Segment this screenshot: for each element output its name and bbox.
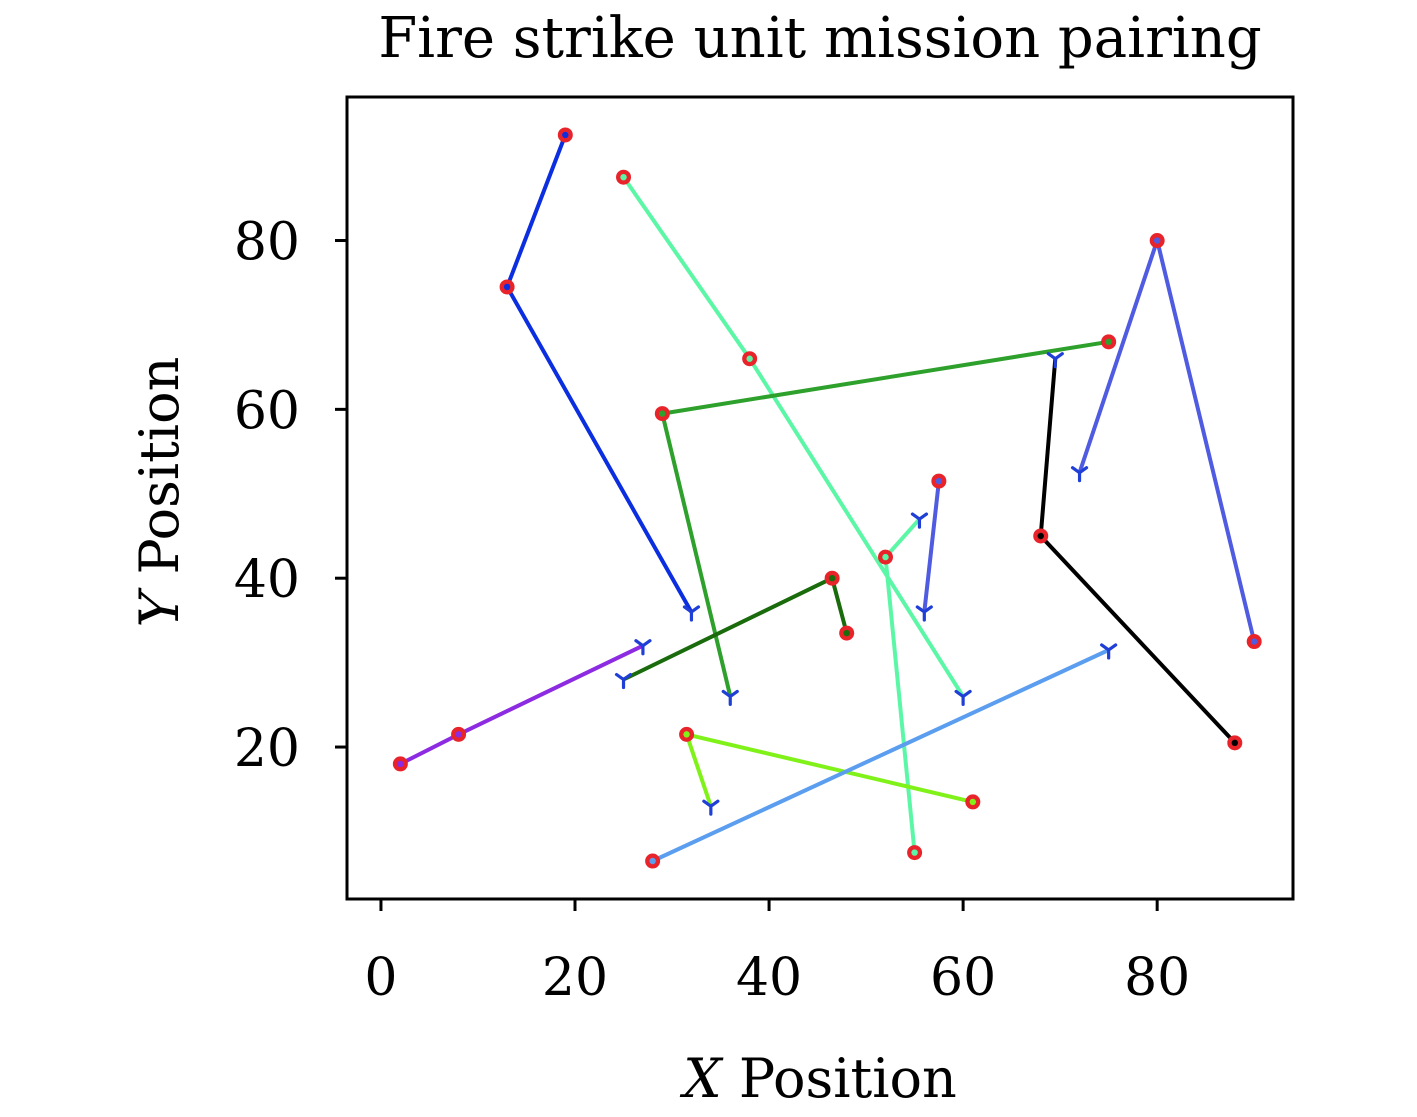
target-marker-core-1-2 xyxy=(562,131,569,139)
route-line-8 xyxy=(622,576,849,682)
route-line-1 xyxy=(505,134,694,613)
x-axis-label: X Position xyxy=(679,1047,957,1110)
y-axis-label-text: Position xyxy=(128,357,191,592)
route-line-3 xyxy=(883,517,921,853)
route-line-10 xyxy=(684,732,974,807)
plot-frame xyxy=(345,95,1295,901)
target-marker-core-3-1 xyxy=(882,553,889,561)
target-marker-core-8-2 xyxy=(843,629,850,637)
target-marker-core-11-1 xyxy=(649,857,656,865)
route-line-7 xyxy=(1038,358,1237,745)
unit-marker-4 xyxy=(721,689,739,706)
target-marker-core-1-1 xyxy=(503,283,511,291)
unit-marker-2 xyxy=(954,689,972,706)
target-marker-core-7-2 xyxy=(1231,739,1238,747)
target-marker-core-4-2 xyxy=(1105,338,1112,346)
x-tick-label-60: 60 xyxy=(930,948,996,1008)
route-line-11 xyxy=(651,648,1110,863)
y-axis-ticks: 20 40 60 80 xyxy=(234,213,347,779)
target-marker-core-3-2 xyxy=(911,849,918,856)
chart-title: Fire strike unit mission pairing xyxy=(378,6,1261,71)
x-tick-label-40: 40 xyxy=(736,948,802,1008)
unit-markers xyxy=(614,352,1118,816)
y-tick-label-80: 80 xyxy=(234,213,300,273)
y-tick-label-40: 40 xyxy=(234,550,300,610)
target-marker-core-9-2 xyxy=(397,760,404,768)
x-tick-label-20: 20 xyxy=(542,948,608,1008)
target-marker-core-5-1 xyxy=(1153,237,1161,244)
plot-area xyxy=(392,127,1262,869)
target-marker-core-5-2 xyxy=(1250,638,1258,645)
target-marker-core-10-2 xyxy=(969,798,977,806)
unit-marker-7 xyxy=(1046,352,1064,369)
route-line-2 xyxy=(621,176,965,698)
target-marker-core-8-1 xyxy=(828,575,836,582)
route-line-5 xyxy=(1077,238,1257,642)
unit-marker-11 xyxy=(1100,643,1118,660)
route-line-6 xyxy=(922,480,941,613)
target-marker-core-7-1 xyxy=(1037,532,1044,540)
x-axis-label-var: X xyxy=(679,1047,724,1110)
target-marker-core-2-2 xyxy=(620,174,627,181)
route-line-9 xyxy=(399,643,644,766)
unit-marker-3 xyxy=(910,512,929,529)
x-tick-label-80: 80 xyxy=(1124,948,1190,1008)
y-tick-label-60: 60 xyxy=(234,381,300,441)
target-marker-core-10-1 xyxy=(683,731,690,738)
unit-marker-1 xyxy=(682,605,701,622)
y-axis-label: Y Position xyxy=(128,357,191,628)
target-marker-core-2-1 xyxy=(746,355,753,362)
unit-marker-9 xyxy=(634,639,652,656)
target-marker-core-6-1 xyxy=(935,477,943,485)
unit-marker-5 xyxy=(1070,466,1089,483)
unit-marker-10 xyxy=(702,799,720,816)
y-tick-label-20: 20 xyxy=(234,719,300,779)
y-axis-label-var: Y xyxy=(128,587,191,627)
route-lines xyxy=(399,134,1257,863)
x-tick-label-0: 0 xyxy=(364,948,397,1008)
x-axis-ticks: 0 20 40 60 80 xyxy=(364,899,1190,1008)
unit-marker-6 xyxy=(915,605,933,622)
target-marker-core-9-1 xyxy=(455,731,462,738)
unit-marker-8 xyxy=(614,672,633,690)
x-axis-label-text: Position xyxy=(722,1047,957,1110)
target-marker-core-4-1 xyxy=(659,410,666,417)
target-markers xyxy=(392,127,1262,869)
